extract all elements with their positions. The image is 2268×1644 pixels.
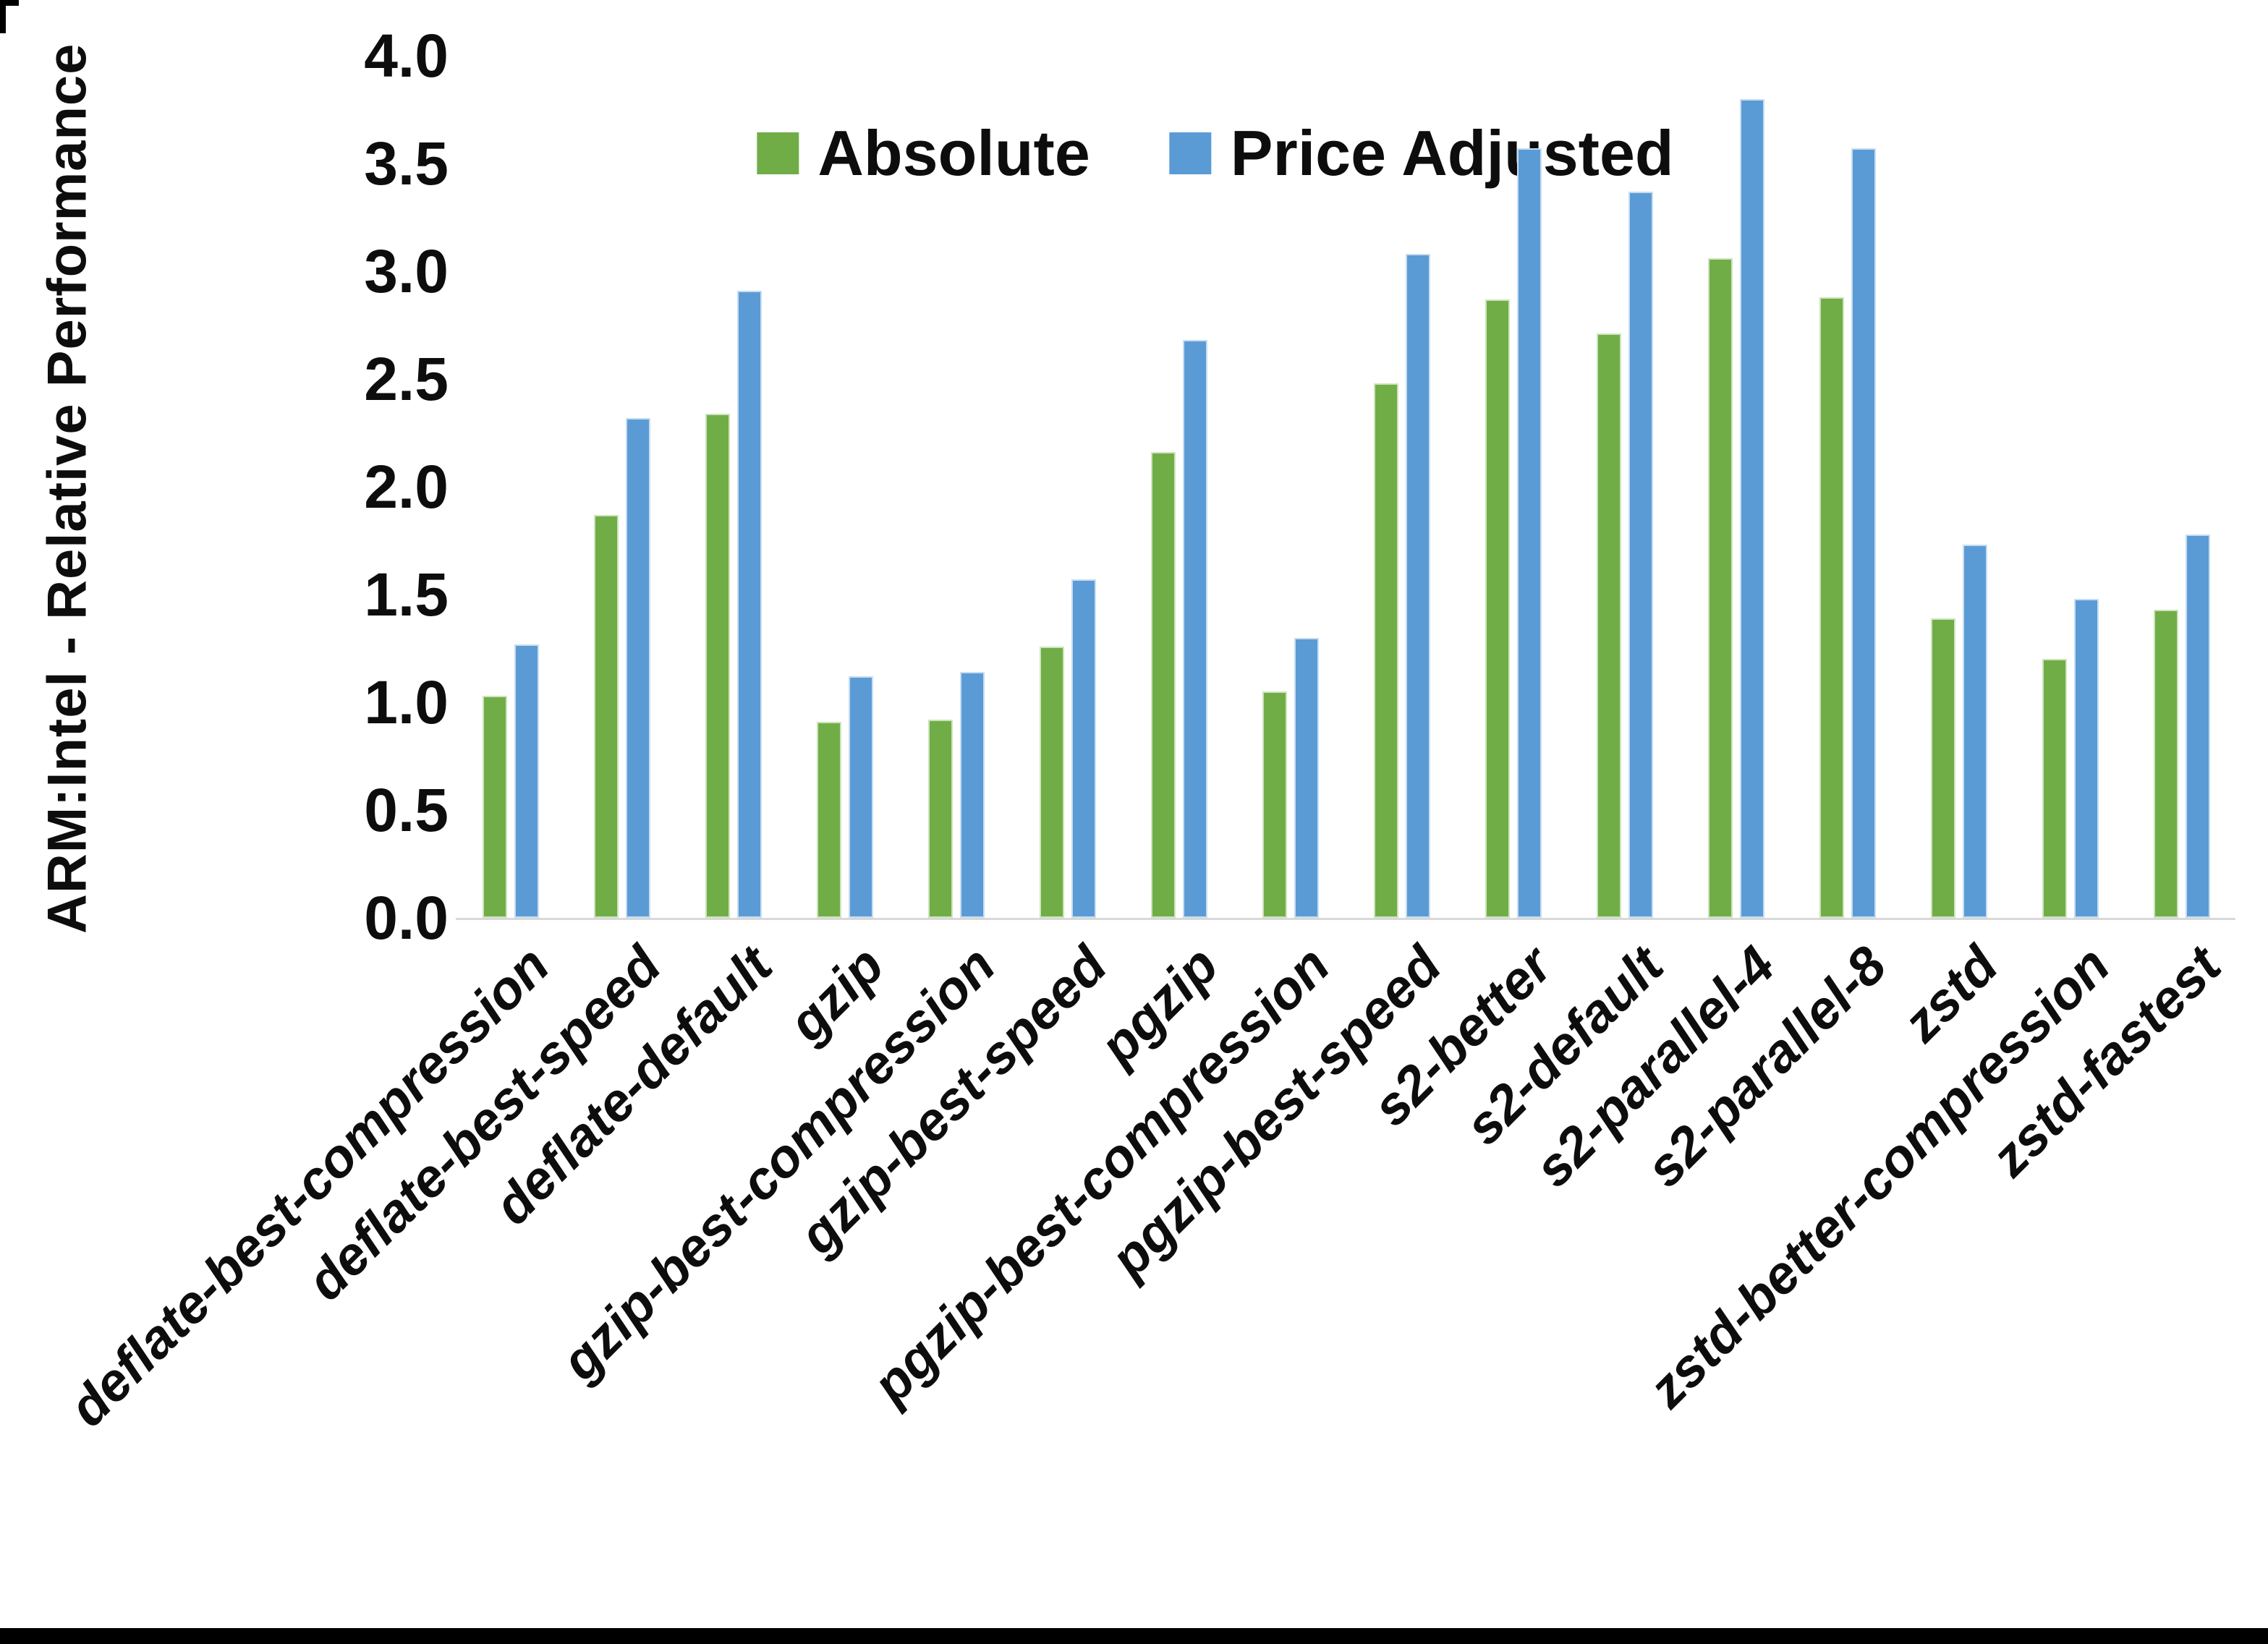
bar-price-adjusted-zstd xyxy=(1963,545,1987,918)
y-tick-label-0.0: 0.0 xyxy=(364,884,449,952)
legend-label-absolute: Absolute xyxy=(817,117,1090,189)
top-left-border-mark xyxy=(0,0,19,6)
bar-price-adjusted-s2-parallel-4 xyxy=(1740,99,1764,918)
bar-absolute-s2-better xyxy=(1485,299,1510,918)
bar-price-adjusted-s2-better xyxy=(1517,148,1542,918)
legend: Absolute Price Adjusted xyxy=(757,117,1674,189)
bar-price-adjusted-pgzip-best-compression xyxy=(1294,638,1319,918)
bar-absolute-gzip-best-speed xyxy=(1040,647,1064,918)
y-tick-label-1.0: 1.0 xyxy=(364,668,449,736)
y-tick-label-2.5: 2.5 xyxy=(364,345,449,413)
y-tick-label-1.5: 1.5 xyxy=(364,561,449,629)
bar-price-adjusted-deflate-default xyxy=(737,291,762,918)
legend-item-price-adjusted: Price Adjusted xyxy=(1169,117,1674,189)
bar-price-adjusted-gzip xyxy=(849,676,873,918)
bar-price-adjusted-gzip-best-speed xyxy=(1071,579,1096,918)
bar-price-adjusted-s2-parallel-8 xyxy=(1851,148,1876,918)
legend-swatch-absolute-icon xyxy=(757,132,799,174)
x-axis-label-deflate-best-compression: deflate-best-compression xyxy=(57,934,561,1438)
bar-price-adjusted-gzip-best-compression xyxy=(960,672,985,918)
y-tick-label-0.5: 0.5 xyxy=(364,776,449,844)
bar-absolute-gzip-best-compression xyxy=(928,720,953,918)
bar-absolute-s2-default xyxy=(1597,333,1621,918)
bar-price-adjusted-zstd-better-compression xyxy=(2074,599,2099,918)
bar-absolute-s2-parallel-4 xyxy=(1708,258,1733,918)
legend-item-absolute: Absolute xyxy=(757,122,1090,185)
legend-label-price-adjusted: Price Adjusted xyxy=(1230,117,1674,189)
bar-absolute-deflate-best-compression xyxy=(483,696,507,918)
bar-price-adjusted-deflate-best-speed xyxy=(626,418,650,918)
y-tick-label-3.0: 3.0 xyxy=(364,237,449,305)
left-border-mark xyxy=(0,0,6,33)
bar-absolute-deflate-best-speed xyxy=(594,515,619,918)
bar-absolute-gzip xyxy=(817,722,841,918)
y-tick-label-2.0: 2.0 xyxy=(364,453,449,521)
bar-price-adjusted-pgzip xyxy=(1183,340,1207,918)
legend-swatch-price-adjusted-icon xyxy=(1169,132,1212,174)
bar-absolute-pgzip xyxy=(1151,452,1176,918)
y-axis-title: ARM:Intel - Relative Performance xyxy=(36,43,98,934)
bar-absolute-zstd xyxy=(1931,618,1955,918)
bar-price-adjusted-zstd-fastest xyxy=(2186,534,2210,918)
bar-price-adjusted-pgzip-best-speed xyxy=(1406,254,1430,918)
bar-price-adjusted-deflate-best-compression xyxy=(514,644,539,918)
bottom-border-bar xyxy=(0,1628,2268,1644)
y-tick-label-4.0: 4.0 xyxy=(364,22,449,90)
bar-absolute-zstd-better-compression xyxy=(2042,659,2067,918)
bar-price-adjusted-s2-default xyxy=(1628,192,1653,918)
bar-absolute-pgzip-best-speed xyxy=(1374,383,1398,918)
x-axis-line xyxy=(456,918,2235,920)
bar-absolute-deflate-default xyxy=(705,414,730,918)
y-tick-label-3.5: 3.5 xyxy=(364,129,449,197)
bar-absolute-zstd-fastest xyxy=(2154,610,2178,918)
bar-absolute-pgzip-best-compression xyxy=(1262,691,1287,918)
bar-absolute-s2-parallel-8 xyxy=(1819,297,1844,918)
